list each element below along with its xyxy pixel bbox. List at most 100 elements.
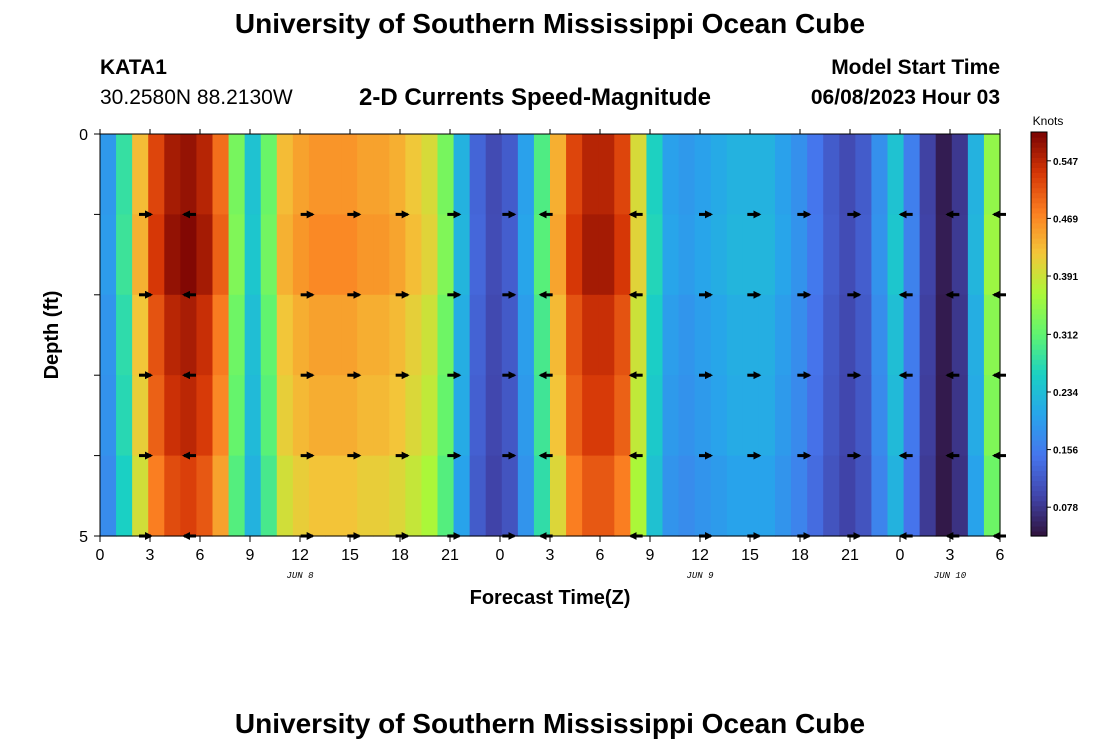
heatmap-cell <box>550 455 567 537</box>
heatmap-cell <box>100 294 117 376</box>
colorbar-segment <box>1031 404 1047 411</box>
heatmap-cell <box>871 375 889 457</box>
heatmap-cell <box>389 294 406 376</box>
colorbar-segment <box>1031 359 1047 365</box>
colorbar-segment <box>1031 450 1047 456</box>
x-tick-label: 21 <box>441 547 459 564</box>
heatmap-cell <box>855 134 873 215</box>
colorbar-segment <box>1031 202 1047 209</box>
heatmap-cell <box>662 455 680 537</box>
heatmap-cell <box>244 375 262 457</box>
heatmap-cell <box>164 375 181 457</box>
heatmap-cell <box>598 294 615 376</box>
heatmap-cell <box>855 375 873 457</box>
heatmap-cell <box>373 455 390 537</box>
colorbar-segment <box>1031 525 1047 532</box>
heatmap-cell <box>373 134 390 215</box>
heatmap-cell <box>919 134 937 215</box>
heatmap-cells <box>100 134 1001 537</box>
colorbar-segment <box>1031 435 1047 441</box>
x-tick-label: 3 <box>946 547 955 564</box>
colorbar-segment <box>1031 147 1047 153</box>
colorbar-segment <box>1031 460 1047 466</box>
heatmap-cell <box>405 294 423 376</box>
heatmap-cell <box>646 214 664 296</box>
heatmap-cell <box>517 455 535 537</box>
heatmap-cell <box>839 134 856 215</box>
colorbar-segment <box>1031 212 1047 219</box>
heatmap-cell <box>775 455 792 537</box>
heatmap-cell <box>983 375 1001 457</box>
heatmap-cell <box>630 455 648 537</box>
heatmap-cell <box>469 214 487 296</box>
heatmap-cell <box>919 294 937 376</box>
colorbar-tick-label: 0.391 <box>1053 272 1078 283</box>
heatmap-cell <box>630 214 648 296</box>
heatmap-cell <box>630 134 648 215</box>
heatmap-cell <box>325 455 342 537</box>
heatmap-cell <box>325 134 342 215</box>
colorbar-segment <box>1031 455 1047 461</box>
heatmap-cell <box>983 455 1001 537</box>
colorbar-tick-label: 0.312 <box>1053 330 1078 341</box>
heatmap-cell <box>775 214 792 296</box>
colorbar-segment <box>1031 409 1047 416</box>
heatmap-cell <box>292 294 310 376</box>
heatmap-cell <box>453 294 471 376</box>
heatmap-cell <box>228 375 246 457</box>
heatmap-cell <box>614 134 631 215</box>
heatmap-cell <box>823 134 840 215</box>
x-tick-label: 12 <box>291 547 309 564</box>
heatmap-cell <box>742 455 760 537</box>
station-id: KATA1 <box>100 56 167 79</box>
heatmap-cell <box>308 134 326 215</box>
heatmap-cell <box>357 294 374 376</box>
heatmap-cell <box>582 214 599 296</box>
heatmap-cell <box>758 294 776 376</box>
heatmap-cell <box>308 214 326 296</box>
colorbar-segment <box>1031 258 1047 264</box>
heatmap-cell <box>405 214 423 296</box>
date-label: JUN 9 <box>686 571 714 581</box>
heatmap-cell <box>485 375 503 457</box>
heatmap-cell <box>951 214 969 296</box>
heatmap-cell <box>212 134 230 215</box>
colorbar-tick-label: 0.156 <box>1053 446 1078 457</box>
x-tick-label: 15 <box>741 547 759 564</box>
heatmap-cell <box>919 375 937 457</box>
heatmap-cell <box>100 375 117 457</box>
heatmap-cell <box>919 214 937 296</box>
heatmap-cell <box>598 375 615 457</box>
colorbar-segment <box>1031 318 1047 325</box>
heatmap-cell <box>694 294 712 376</box>
colorbar-segment <box>1031 389 1047 396</box>
heatmap-cell <box>550 294 567 376</box>
heatmap-cell <box>517 294 535 376</box>
heatmap-cell <box>276 375 294 457</box>
heatmap-cell <box>116 455 133 537</box>
heatmap-cell <box>373 294 390 376</box>
heatmap-cell <box>646 134 664 215</box>
heatmap-cell <box>662 134 680 215</box>
x-tick-label: 18 <box>791 547 809 564</box>
heatmap-cell <box>533 375 551 457</box>
heatmap-cell <box>357 134 374 215</box>
heatmap-cell <box>485 134 503 215</box>
heatmap-cell <box>132 294 149 376</box>
colorbar-segment <box>1031 349 1047 355</box>
heatmap-cell <box>726 134 744 215</box>
heatmap-cell <box>791 134 808 215</box>
heatmap-cell <box>180 134 198 215</box>
heatmap-cell <box>196 214 214 296</box>
heatmap-cell <box>839 375 856 457</box>
heatmap-cell <box>341 214 358 296</box>
heatmap-cell <box>935 214 953 296</box>
heatmap-cell <box>550 375 567 457</box>
colorbar-segment <box>1031 465 1047 471</box>
heatmap-cell <box>180 375 198 457</box>
heatmap-cell <box>807 294 824 376</box>
heatmap-cell <box>823 214 840 296</box>
heatmap-cell <box>839 294 856 376</box>
date-label: JUN 8 <box>286 571 314 581</box>
heatmap-cell <box>550 214 567 296</box>
